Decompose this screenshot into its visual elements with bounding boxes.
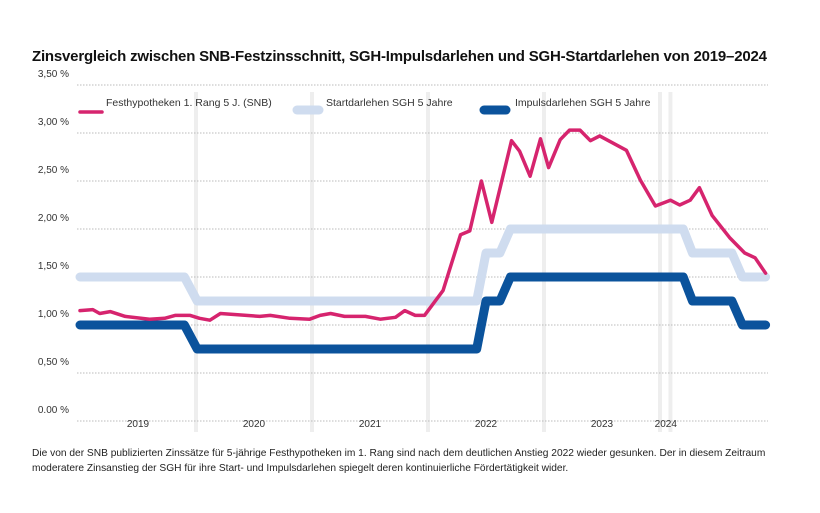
y-tick-label: 2,50 %: [38, 165, 69, 176]
x-tick-label: 2023: [591, 419, 614, 430]
y-tick-label: 1,00 %: [38, 309, 69, 320]
chart-title: Zinsvergleich zwischen SNB-Festzinsschni…: [32, 48, 767, 65]
x-tick-label: 2020: [243, 419, 266, 430]
y-tick-label: 3,00 %: [38, 117, 69, 128]
series-line-startdarlehen: [75, 224, 771, 306]
y-tick-label: 2,00 %: [38, 213, 69, 224]
x-tick-label: 2019: [127, 419, 150, 430]
x-tick-label: 2024: [655, 419, 678, 430]
legend-snb-label: Festhypotheken 1. Rang 5 J. (SNB): [106, 97, 272, 109]
y-tick-label: 1,50 %: [38, 261, 69, 272]
series-line-snb: [78, 128, 768, 322]
x-tick-label: 2022: [475, 419, 498, 430]
y-tick-label: 3,50 %: [38, 69, 69, 80]
y-tick-label: 0.00 %: [38, 405, 69, 416]
series-line-impulsdarlehen: [75, 272, 771, 354]
line-chart: 0.00 % 0,50 % 1,00 % 1,50 % 2,00 % 2,50 % 3,00…: [38, 69, 771, 432]
y-tick-label: 0,50 %: [38, 357, 69, 368]
legend-impulsdarlehen-label: Impulsdarlehen SGH 5 Jahre: [515, 97, 651, 109]
x-tick-label: 2021: [359, 419, 382, 430]
chart-caption: Die von der SNB publizierten Zinssätze f…: [32, 448, 766, 474]
legend-startdarlehen-label: Startdarlehen SGH 5 Jahre: [326, 97, 453, 109]
